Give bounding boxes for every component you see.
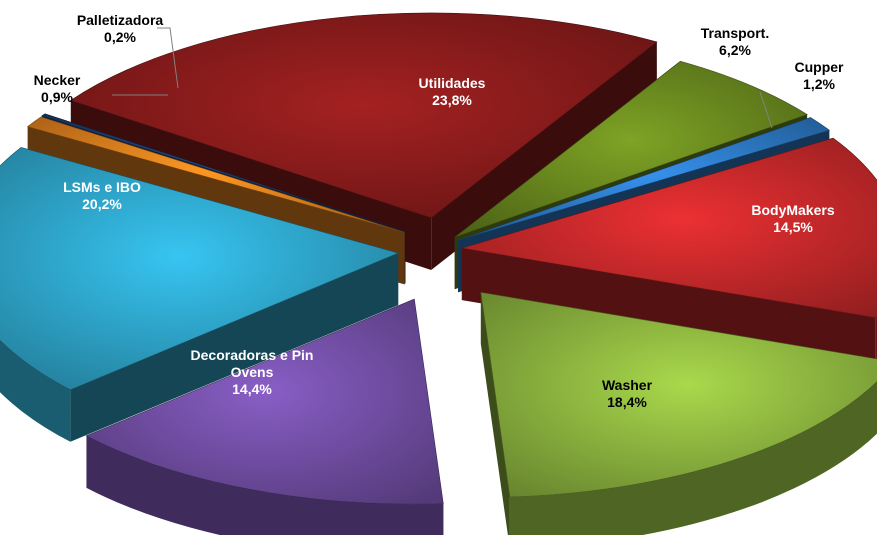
slice-wall [461, 248, 876, 370]
data-label-lsms-e-ibo: LSMs e IBO 20,2% [63, 179, 141, 212]
data-label-utilidades: Utilidades 23,8% [419, 75, 486, 108]
leader-line [759, 91, 773, 129]
leader-line [157, 27, 179, 89]
slice-side [86, 435, 444, 535]
pie-slice-cupper [458, 117, 831, 241]
slice-side [0, 340, 71, 442]
pie-slice-utilidades [70, 12, 658, 219]
pie-slice-lsms-e-ibo [0, 147, 400, 391]
pie-slice-necker [26, 116, 405, 233]
data-label-washer: Washer 18,4% [602, 377, 653, 410]
pie-slice-washer [480, 292, 877, 498]
data-label-bodymakers: BodyMakers 14,5% [751, 202, 834, 235]
data-label-cupper: Cupper 1,2% [795, 59, 845, 92]
pie-slice-bodymakers [461, 137, 877, 319]
data-label-transport-: Transport. 6,2% [701, 25, 769, 58]
data-label-necker: Necker 0,9% [34, 72, 81, 105]
data-label-decoradoras-e-pin-ovens: Decoradoras e Pin Ovens 14,4% [191, 347, 314, 397]
slice-wall [70, 253, 399, 442]
slice-wall [480, 292, 510, 535]
data-label-palletizadora: Palletizadora 0,2% [77, 12, 164, 45]
pie-slice-palletizadora [41, 113, 406, 232]
pie-slice-decoradoras-e-pin-ovens [85, 298, 444, 505]
slice-side [509, 381, 877, 535]
pie-slice-transport- [454, 60, 808, 238]
pie-tops [0, 12, 877, 505]
